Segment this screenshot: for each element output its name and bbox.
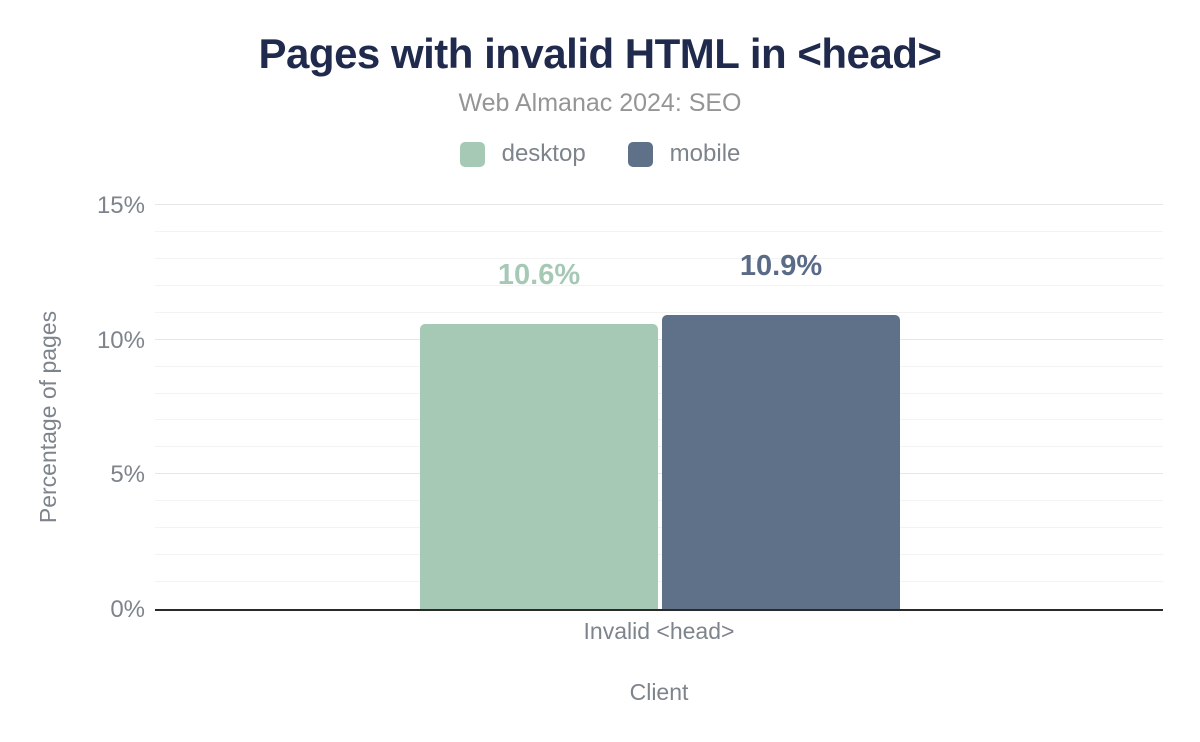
legend-item-mobile[interactable]: mobile [627, 140, 741, 168]
gridline-1 [155, 581, 1163, 583]
gridline-5 [155, 473, 1163, 475]
bar-desktop[interactable] [420, 323, 658, 609]
gridline-9 [155, 365, 1163, 367]
chart-title: Pages with invalid HTML in <head> [258, 30, 942, 77]
x-category-label: Invalid <head> [583, 618, 735, 644]
chart-subtitle: Web Almanac 2024: SEO [458, 89, 742, 117]
gridline-11 [155, 311, 1163, 313]
legend-label-mobile: mobile [669, 140, 741, 167]
gridline-6 [155, 446, 1163, 448]
y-axis-title: Percentage of pages [35, 310, 61, 524]
gridline-4 [155, 500, 1163, 502]
gridline-2 [155, 554, 1163, 556]
gridline-14 [155, 230, 1163, 232]
bar-value-label-mobile: 10.9% [739, 250, 823, 283]
mobile-swatch-icon [627, 141, 653, 167]
gridline-3 [155, 527, 1163, 529]
bar-value-label-desktop: 10.6% [497, 258, 581, 291]
x-axis-title: Client [629, 679, 689, 705]
gridline-13 [155, 257, 1163, 259]
legend-item-desktop[interactable]: desktop [459, 140, 586, 168]
bar-mobile[interactable] [662, 315, 900, 609]
legend: desktop mobile [0, 140, 1200, 168]
y-tick-15: 15% [96, 192, 145, 219]
gridline-12 [155, 284, 1163, 286]
plot-area: 10.6% 10.9% [155, 204, 1163, 611]
y-tick-5: 5% [110, 461, 145, 488]
y-tick-10: 10% [96, 327, 145, 354]
desktop-swatch-icon [459, 141, 485, 167]
gridline-10 [155, 338, 1163, 340]
gridline-8 [155, 392, 1163, 394]
legend-label-desktop: desktop [501, 140, 586, 167]
gridline-15 [155, 204, 1163, 205]
y-tick-0: 0% [110, 596, 145, 623]
gridline-7 [155, 419, 1163, 421]
